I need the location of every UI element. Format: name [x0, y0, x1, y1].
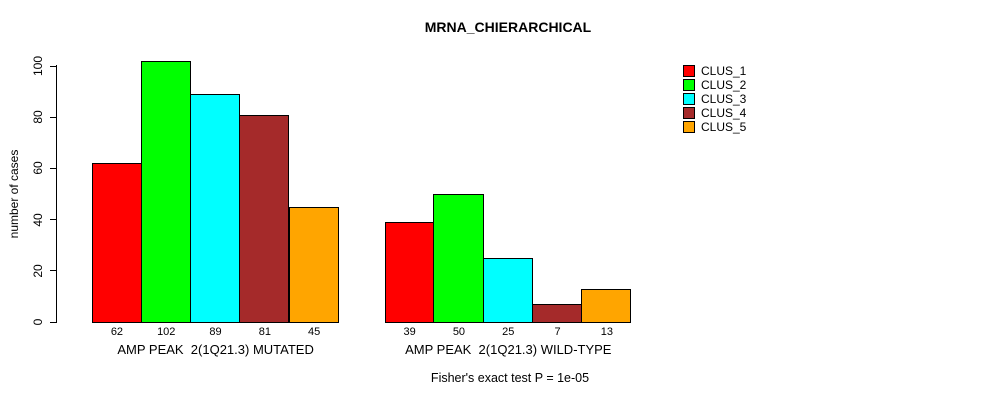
- bar-clus_3-group2: [482, 258, 533, 323]
- bar-clus_1-group1: [92, 163, 142, 323]
- legend-label-clus_3: CLUS_3: [701, 91, 747, 106]
- bar-value-label: 81: [258, 325, 271, 338]
- y-tick: [50, 116, 57, 118]
- bar-clus_2-group1: [140, 60, 191, 323]
- bar-value-label: 39: [403, 325, 416, 338]
- legend-swatch-clus_2: [683, 79, 695, 92]
- bar-value-label: 13: [600, 325, 613, 338]
- y-tick: [50, 321, 57, 323]
- legend-label-clus_4: CLUS_4: [701, 105, 747, 120]
- bar-clus_5-group2: [581, 288, 632, 323]
- legend-swatch-clus_5: [683, 121, 695, 134]
- bar-value-label: 62: [110, 325, 124, 338]
- legend-swatch-clus_3: [683, 93, 695, 106]
- legend-label-clus_2: CLUS_2: [701, 77, 747, 92]
- legend-label-clus_5: CLUS_5: [701, 119, 747, 134]
- legend-label-clus_1: CLUS_1: [701, 63, 747, 78]
- bar-value-label: 102: [157, 325, 176, 338]
- bar-value-label: 50: [452, 325, 466, 338]
- chart-title: MRNA_CHIERARCHICAL: [424, 19, 592, 35]
- bar-clus_5-group1: [288, 206, 339, 323]
- bar-value-label: 7: [554, 325, 561, 338]
- y-axis-line: [56, 65, 57, 323]
- group-label-mutated: AMP PEAK 2(1Q21.3) MUTATED: [117, 342, 314, 357]
- y-tick: [50, 65, 57, 67]
- y-tick: [50, 270, 57, 272]
- bar-value-label: 89: [209, 325, 222, 338]
- legend-swatch-clus_4: [683, 107, 695, 120]
- bar-value-label: 45: [308, 325, 321, 338]
- y-tick: [50, 219, 57, 221]
- bar-clus_3-group1: [189, 94, 241, 323]
- y-tick: [50, 167, 57, 169]
- group-label-wild-type: AMP PEAK 2(1Q21.3) WILD-TYPE: [405, 342, 612, 357]
- fisher-test-note: Fisher's exact test P = 1e-05: [430, 371, 590, 385]
- bar-clus_2-group2: [433, 194, 484, 323]
- legend-swatch-clus_1: [683, 65, 695, 77]
- bar-value-label: 25: [502, 325, 515, 338]
